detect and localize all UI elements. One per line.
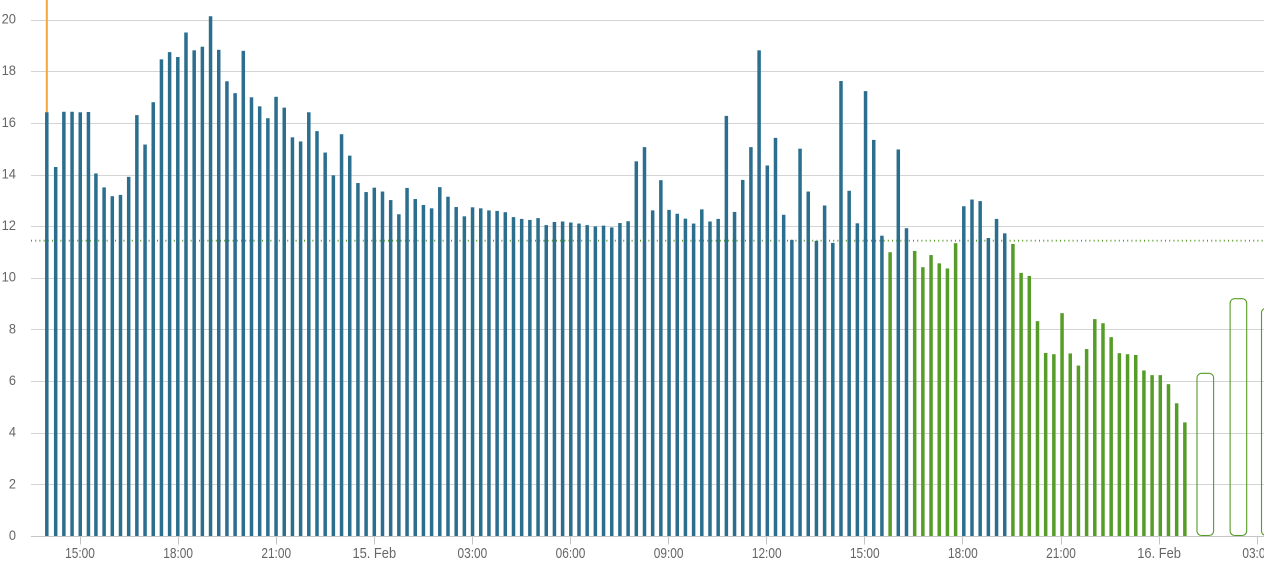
svg-text:10: 10 [2,269,17,285]
svg-text:03:00: 03:00 [1242,545,1264,562]
svg-text:21:00: 21:00 [1046,545,1076,562]
svg-text:12:00: 12:00 [752,545,782,562]
svg-text:18:00: 18:00 [163,545,193,562]
svg-text:15:00: 15:00 [850,545,880,562]
svg-text:15. Feb: 15. Feb [352,545,396,562]
svg-text:16. Feb: 16. Feb [1137,545,1181,562]
svg-text:18:00: 18:00 [948,545,978,562]
svg-text:14: 14 [2,165,17,181]
svg-text:12: 12 [2,217,17,233]
svg-text:20: 20 [2,11,17,27]
svg-text:8: 8 [9,320,16,336]
svg-text:03:00: 03:00 [458,545,488,562]
svg-text:06:00: 06:00 [556,545,586,562]
svg-text:21:00: 21:00 [261,545,291,562]
svg-text:15:00: 15:00 [65,545,95,562]
svg-text:16: 16 [2,114,17,130]
svg-text:18: 18 [2,62,17,78]
svg-text:6: 6 [9,372,16,388]
svg-text:2: 2 [9,475,16,491]
svg-text:4: 4 [9,424,16,440]
svg-text:0: 0 [9,527,16,543]
svg-text:09:00: 09:00 [654,545,684,562]
